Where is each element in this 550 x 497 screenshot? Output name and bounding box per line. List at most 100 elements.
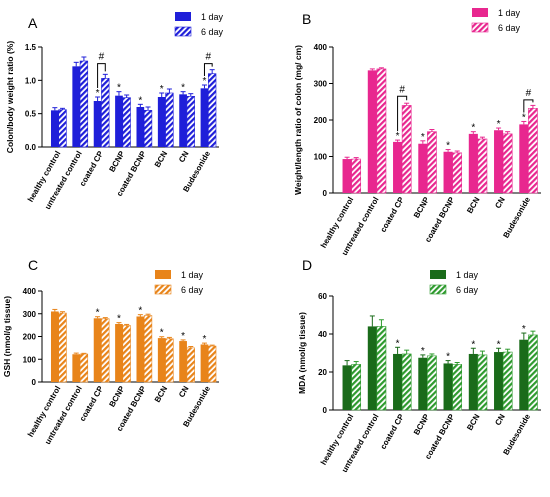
bar [58, 312, 67, 383]
panel-letter: C [28, 257, 38, 273]
legend-swatch [175, 12, 191, 21]
legend-label: 1 day [456, 270, 479, 280]
significance-star: * [160, 328, 164, 339]
x-tick-label: CN [177, 149, 191, 164]
bar [427, 131, 437, 194]
comparison-bracket [523, 99, 534, 113]
significance-star: * [421, 346, 425, 357]
bar [115, 95, 123, 147]
bar [452, 364, 463, 411]
significance-star: * [446, 141, 450, 152]
chart-panel-b: B 0 100 200 300 400 Weight/length ratio of col… [293, 8, 541, 257]
comparison-bracket [203, 63, 213, 76]
y-tick-label: 40 [318, 330, 327, 339]
bar [72, 354, 81, 382]
x-tick-label: coated CP [379, 412, 407, 451]
significance-star: * [396, 131, 400, 142]
bar [502, 351, 513, 411]
bar [468, 133, 478, 193]
significance-star: * [497, 119, 501, 130]
bar [528, 108, 538, 194]
y-tick-label: 0.5 [25, 110, 37, 119]
bar [401, 353, 412, 411]
bar [50, 311, 59, 382]
y-tick-label: 0 [32, 378, 37, 387]
legend-swatch [471, 22, 489, 33]
panel-letter: D [302, 257, 312, 273]
legend-label: 1 day [201, 12, 224, 22]
bar [143, 110, 153, 148]
y-axis-title: Colon/body weight ratio (%) [5, 41, 15, 154]
bar [393, 141, 403, 193]
comparison-bracket [97, 63, 106, 88]
bar [186, 96, 195, 148]
y-tick-label: 200 [314, 116, 328, 125]
bar [72, 66, 81, 147]
bar [208, 73, 217, 148]
chart-panel-a: A 0.0 0.5 1.0 1.5 Colon/body weight ratio (%)… [5, 12, 224, 211]
bracket-label: # [206, 52, 212, 63]
bar [367, 326, 377, 410]
bar [101, 318, 110, 383]
x-tick-label: CN [493, 412, 507, 427]
x-tick-label: coated CP [379, 195, 407, 234]
significance-star: * [181, 331, 185, 342]
bar [101, 78, 110, 148]
bar [468, 353, 478, 410]
bar [79, 60, 89, 148]
significance-star: * [421, 132, 425, 143]
bar [427, 355, 437, 411]
bar [452, 152, 463, 194]
significance-star: * [471, 123, 475, 134]
x-tick-label: BCN [465, 195, 482, 215]
y-tick-label: 400 [314, 43, 328, 52]
bar [93, 101, 102, 147]
bar [165, 338, 174, 383]
legend-label: 6 day [498, 23, 521, 33]
bar [50, 110, 59, 147]
significance-star: * [117, 314, 121, 325]
bar [58, 109, 67, 148]
bar [143, 315, 153, 383]
significance-star: * [446, 352, 450, 363]
bar [519, 339, 529, 410]
legend-swatch [154, 284, 172, 295]
significance-star: * [96, 88, 100, 99]
bar [342, 365, 352, 410]
bar [342, 159, 352, 193]
y-tick-label: 0.0 [25, 143, 37, 152]
bar [115, 323, 123, 382]
bar [502, 133, 513, 194]
y-axis-title: MDA (nmol/g tissue) [297, 312, 307, 394]
bar [494, 352, 504, 410]
bar [477, 354, 488, 411]
significance-star: * [96, 308, 100, 319]
legend-swatch [430, 270, 446, 279]
x-tick-label: Budesonide [501, 412, 532, 457]
bar [122, 325, 131, 383]
y-tick-label: 300 [23, 310, 37, 319]
x-tick-label: BCN [153, 149, 170, 169]
bar [367, 70, 377, 193]
bar [376, 68, 387, 194]
bar [165, 92, 174, 148]
bar [401, 105, 412, 194]
bar [200, 344, 209, 382]
legend-swatch [429, 284, 447, 295]
bracket-label: # [99, 52, 105, 63]
bar [122, 97, 131, 148]
bar [418, 357, 428, 410]
x-tick-label: BCNP [107, 384, 126, 409]
significance-star: * [522, 324, 526, 335]
y-tick-label: 1.0 [25, 76, 37, 85]
significance-star: * [203, 76, 207, 87]
legend-label: 6 day [456, 285, 479, 295]
bar [418, 143, 428, 193]
y-tick-label: 60 [318, 292, 327, 301]
bar [443, 363, 453, 410]
legend-label: 1 day [181, 270, 204, 280]
